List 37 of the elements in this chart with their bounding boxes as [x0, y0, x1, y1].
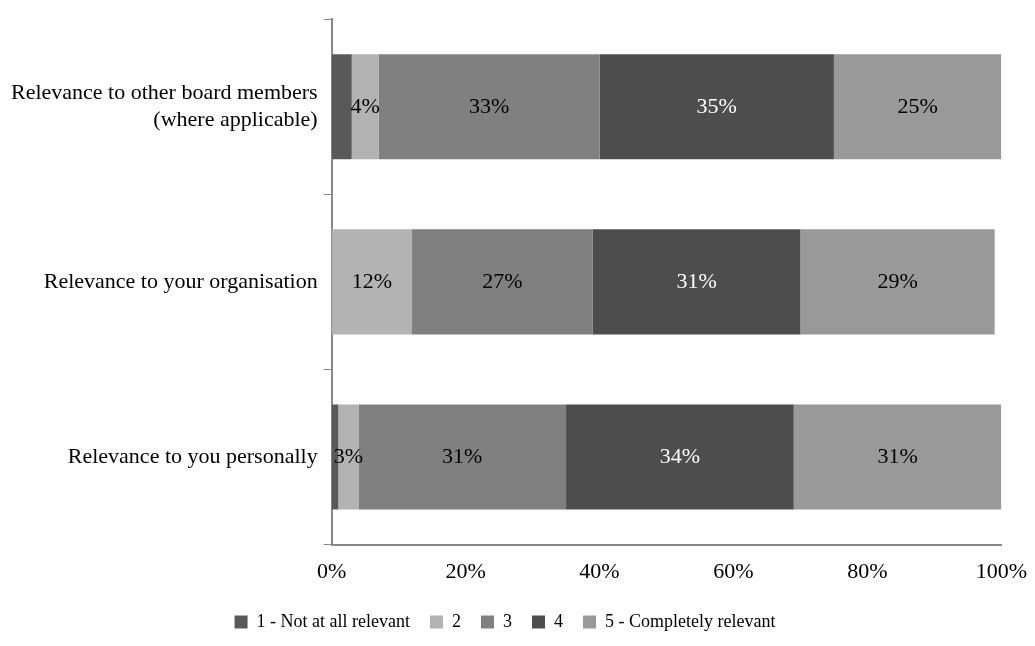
y-tick-label: Relevance to you personally — [67, 442, 318, 468]
data-label: 35% — [696, 92, 737, 118]
x-tick-label: 60% — [713, 557, 754, 583]
bar — [378, 54, 600, 160]
x-tick-label: 20% — [445, 557, 486, 583]
legend-label: 1 - Not at all relevant — [256, 610, 411, 631]
y-tick-label: Relevance to other board members (where applicable) — [10, 79, 318, 131]
data-label: 31% — [877, 442, 918, 468]
legend-label: 4 — [554, 610, 563, 631]
bar — [331, 54, 352, 160]
bar — [833, 54, 1002, 160]
bar — [793, 404, 1002, 510]
data-label: 31% — [676, 267, 717, 293]
bar — [566, 404, 794, 510]
bar — [412, 229, 593, 335]
x-tick-label: 100% — [975, 557, 1027, 583]
legend-label: 3 — [503, 610, 512, 631]
data-label: 3% — [333, 442, 364, 468]
bar — [599, 54, 834, 160]
x-tick-label: 40% — [579, 557, 620, 583]
bar — [592, 229, 801, 335]
data-label: 33% — [468, 92, 510, 118]
legend-label: 5 - Completely relevant — [605, 610, 776, 631]
bar — [351, 54, 379, 160]
bar — [331, 229, 413, 335]
data-label: 27% — [482, 267, 523, 293]
x-tick-label: 80% — [847, 557, 888, 583]
data-label: 25% — [897, 92, 938, 118]
data-label: 12% — [351, 267, 392, 293]
y-tick-label: Relevance to your organisation — [43, 267, 318, 293]
bar — [800, 229, 995, 335]
data-label: 34% — [659, 442, 701, 468]
data-label: 4% — [350, 92, 380, 118]
legend-label: 2 — [452, 610, 461, 631]
x-tick-label: 0% — [316, 557, 347, 583]
data-label: 31% — [442, 442, 483, 468]
data-label: 29% — [877, 267, 918, 293]
